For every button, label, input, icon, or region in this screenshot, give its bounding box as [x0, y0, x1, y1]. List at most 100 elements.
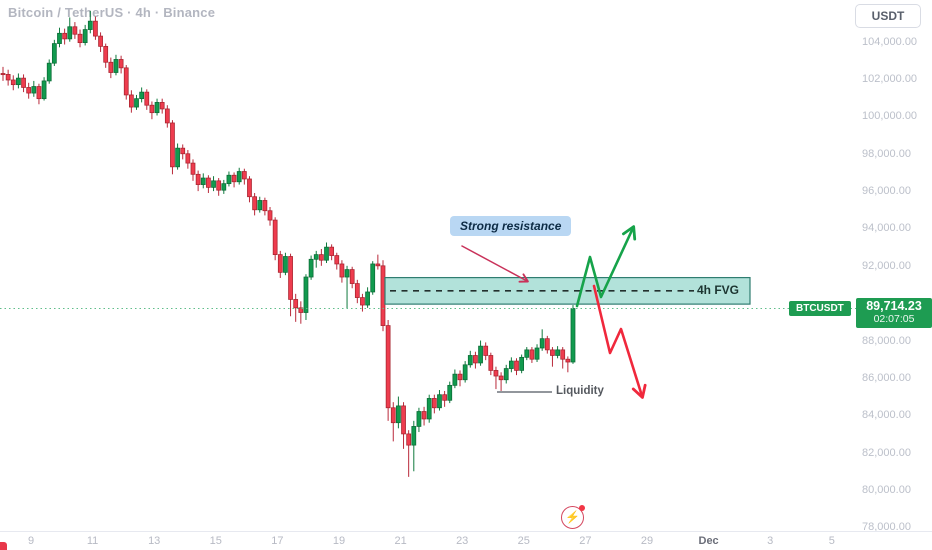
candle-body: [288, 256, 293, 300]
candle-body: [200, 177, 206, 185]
candle-body: [339, 263, 345, 278]
candle-body: [67, 26, 73, 40]
candle-body: [498, 375, 504, 381]
candle-body: [524, 349, 530, 358]
time-tick-label: 15: [209, 535, 222, 547]
candle-body: [544, 338, 550, 351]
candle-body: [534, 347, 540, 360]
candle-body: [560, 349, 566, 360]
candle-body: [129, 94, 134, 108]
candle-body: [51, 43, 57, 64]
candle-body: [442, 394, 447, 401]
candle-body: [231, 174, 237, 183]
candle-body: [370, 263, 376, 293]
resistance-annotation-label[interactable]: Strong resistance: [450, 216, 572, 236]
candle-body: [46, 62, 52, 82]
time-tick-label: 29: [640, 535, 654, 547]
time-tick-label: 5: [828, 535, 835, 547]
candle-body: [26, 87, 32, 94]
candle-body: [421, 411, 427, 420]
candle-body: [308, 258, 314, 278]
event-lightning-icon[interactable]: ⚡: [561, 505, 585, 529]
time-tick-label: 17: [271, 535, 284, 547]
candle-body: [82, 29, 88, 44]
candle-body: [375, 263, 381, 267]
candle-body: [103, 45, 109, 63]
candle-body: [283, 256, 288, 273]
candle-body: [175, 147, 180, 168]
bullish-projection-arrow[interactable]: [575, 225, 637, 308]
candle-body: [41, 80, 47, 100]
candle-body: [0, 73, 6, 76]
resistance-pointer-arrow[interactable]: [461, 245, 529, 283]
candle-body: [539, 338, 545, 349]
clipped-corner-marker: [0, 542, 7, 550]
price-axis[interactable]: 104,000.00 102,000.00 100,000.00 98,000.00 9…: [855, 0, 932, 534]
candle-body: [416, 411, 422, 427]
candle-body: [519, 356, 525, 371]
candle-body: [514, 360, 519, 371]
candle-body: [190, 162, 196, 175]
candle-body: [154, 102, 160, 114]
candle-body: [206, 177, 211, 188]
price-tick-label: 88,000.00: [862, 334, 911, 347]
candle-body: [555, 349, 560, 356]
last-price-axis-label: 89,714.23 02:07:05: [856, 298, 932, 328]
candle-body: [396, 405, 401, 424]
price-tick-label: 94,000.00: [862, 222, 911, 235]
fvg-zone-label[interactable]: 4h FVG: [697, 283, 740, 297]
candle-body: [349, 269, 355, 284]
candle-body: [113, 59, 119, 73]
candle-body: [134, 98, 139, 108]
candle-body: [57, 32, 62, 44]
candle-body: [313, 254, 319, 260]
candle-body: [159, 102, 165, 110]
candle-body: [550, 349, 555, 356]
candle-body: [36, 86, 42, 100]
candle-body: [452, 373, 458, 386]
price-tick-label: 84,000.00: [862, 409, 911, 422]
candle-body: [108, 61, 114, 73]
lightning-glyph: ⚡: [565, 510, 580, 524]
candle-body: [334, 255, 340, 265]
candle-body: [5, 74, 11, 81]
candle-body: [329, 246, 335, 256]
candle-body: [31, 86, 37, 94]
candle-body: [503, 368, 509, 381]
candle-body: [10, 79, 16, 86]
candle-body: [406, 433, 412, 446]
bearish-projection-arrow[interactable]: [592, 284, 647, 399]
time-axis[interactable]: 9 11 13 15 17 19 21 23 25 27 29 Dec 3 5: [0, 531, 932, 550]
candle-body: [118, 59, 124, 69]
candle-body: [16, 77, 21, 86]
price-tick-label: 82,000.00: [862, 446, 911, 459]
candle-body: [437, 394, 442, 409]
candle-body: [221, 183, 227, 191]
currency-toggle-button[interactable]: USDT: [855, 4, 921, 28]
candle-body: [144, 91, 150, 106]
candle-body: [380, 265, 386, 326]
candle-body: [216, 180, 222, 191]
candle-body: [164, 108, 170, 124]
candle-body: [170, 122, 175, 168]
candle-body: [241, 171, 247, 180]
liquidity-annotation-label[interactable]: Liquidity: [556, 385, 604, 397]
candle-countdown: 02:07:05: [873, 313, 915, 325]
candle-body: [360, 297, 365, 306]
candle-body: [93, 20, 98, 37]
time-tick-label: 13: [148, 535, 161, 547]
event-badge-dot: [579, 505, 585, 511]
symbol-price-line-tag: BTCUSDT: [789, 301, 851, 316]
price-tick-label: 80,000.00: [862, 483, 911, 496]
price-tick-label: 100,000.00: [862, 110, 918, 123]
candle-body: [195, 173, 201, 185]
symbol-legend[interactable]: Bitcoin / TetherUS · 4h · Binance: [8, 5, 216, 20]
price-tick-label: 96,000.00: [862, 185, 911, 198]
candle-body: [385, 325, 391, 409]
candle-body: [77, 33, 83, 44]
candle-body: [508, 360, 514, 369]
candle-body: [354, 283, 360, 298]
time-tick-label: 25: [517, 535, 530, 547]
